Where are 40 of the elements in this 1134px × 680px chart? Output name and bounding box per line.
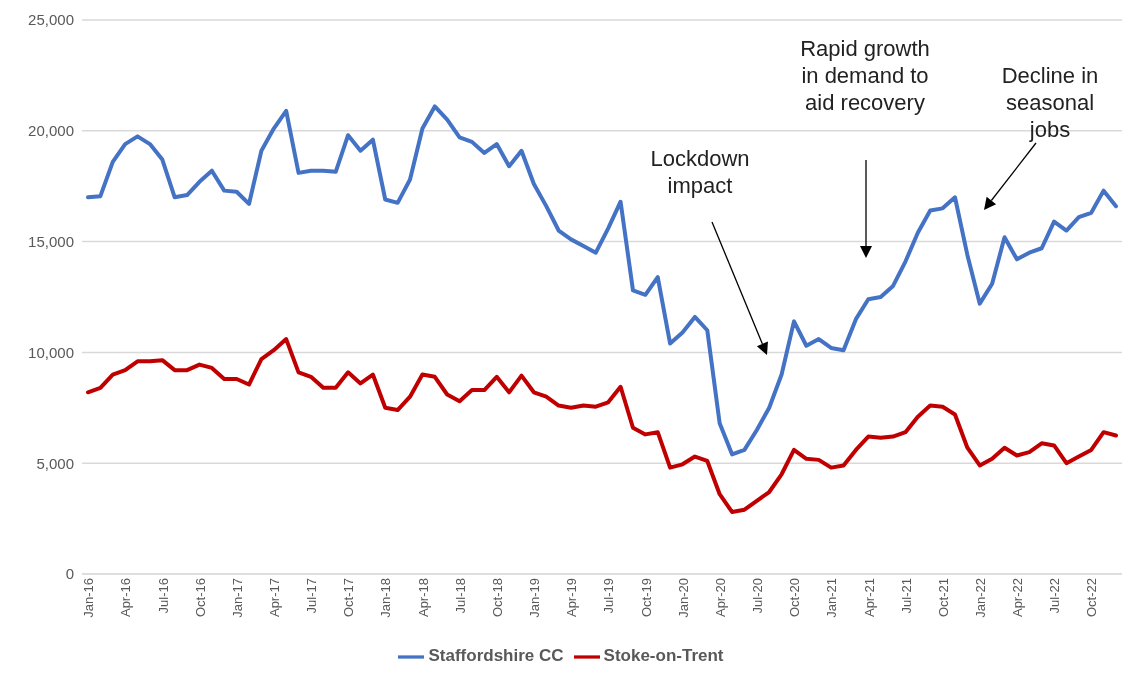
x-tick-label: Oct-20 <box>787 578 803 618</box>
y-tick-label: 15,000 <box>28 232 74 250</box>
x-tick-label: Jul-19 <box>601 578 617 614</box>
x-tick-label: Jan-22 <box>972 578 988 618</box>
x-tick-label: Oct-16 <box>192 578 208 618</box>
y-tick-label: 10,000 <box>28 343 74 361</box>
x-tick-label: Apr-22 <box>1010 578 1026 618</box>
x-tick-label: Jan-20 <box>675 578 691 618</box>
x-tick-label: Oct-21 <box>935 578 951 618</box>
x-tick-label: Apr-17 <box>267 578 283 618</box>
line-series <box>86 337 1118 514</box>
x-tick-label: Oct-18 <box>489 578 505 618</box>
x-tick-label: Jul-17 <box>304 578 320 614</box>
x-tick-label: Jan-19 <box>527 578 543 618</box>
y-tick-label: 25,000 <box>28 11 74 29</box>
y-tick-label: 5,000 <box>36 454 74 472</box>
x-tick-label: Jul-21 <box>898 578 914 614</box>
x-tick-label: Apr-18 <box>415 578 431 618</box>
x-tick-label: Jul-20 <box>750 578 766 614</box>
x-tick-label: Apr-20 <box>712 578 728 618</box>
x-tick-label: Apr-19 <box>564 578 580 618</box>
y-tick-label: 0 <box>65 565 74 583</box>
x-tick-label: Oct-22 <box>1084 578 1100 618</box>
x-tick-label: Jul-16 <box>155 578 171 614</box>
x-tick-label: Oct-19 <box>638 578 654 618</box>
annotation: Rapid growth in demand to aid recovery <box>799 35 931 116</box>
legend-label: Staffordshire CC <box>428 646 564 666</box>
x-tick-label: Jan-21 <box>824 578 840 618</box>
x-tick-label: Jul-18 <box>452 578 468 614</box>
x-tick-label: Apr-16 <box>118 578 134 618</box>
annotation: Lockdown impact <box>649 145 751 199</box>
x-tick-label: Apr-21 <box>861 578 877 618</box>
annotation: Decline in seasonal jobs <box>1000 62 1100 143</box>
x-tick-label: Jul-22 <box>1047 578 1063 614</box>
x-tick-label: Jan-18 <box>378 578 394 618</box>
x-tick-label: Jan-16 <box>81 578 97 618</box>
x-tick-label: Oct-17 <box>341 578 357 618</box>
legend-label: Stoke-on-Trent <box>603 646 724 666</box>
y-tick-label: 20,000 <box>28 122 74 140</box>
x-tick-label: Jan-17 <box>229 578 245 618</box>
